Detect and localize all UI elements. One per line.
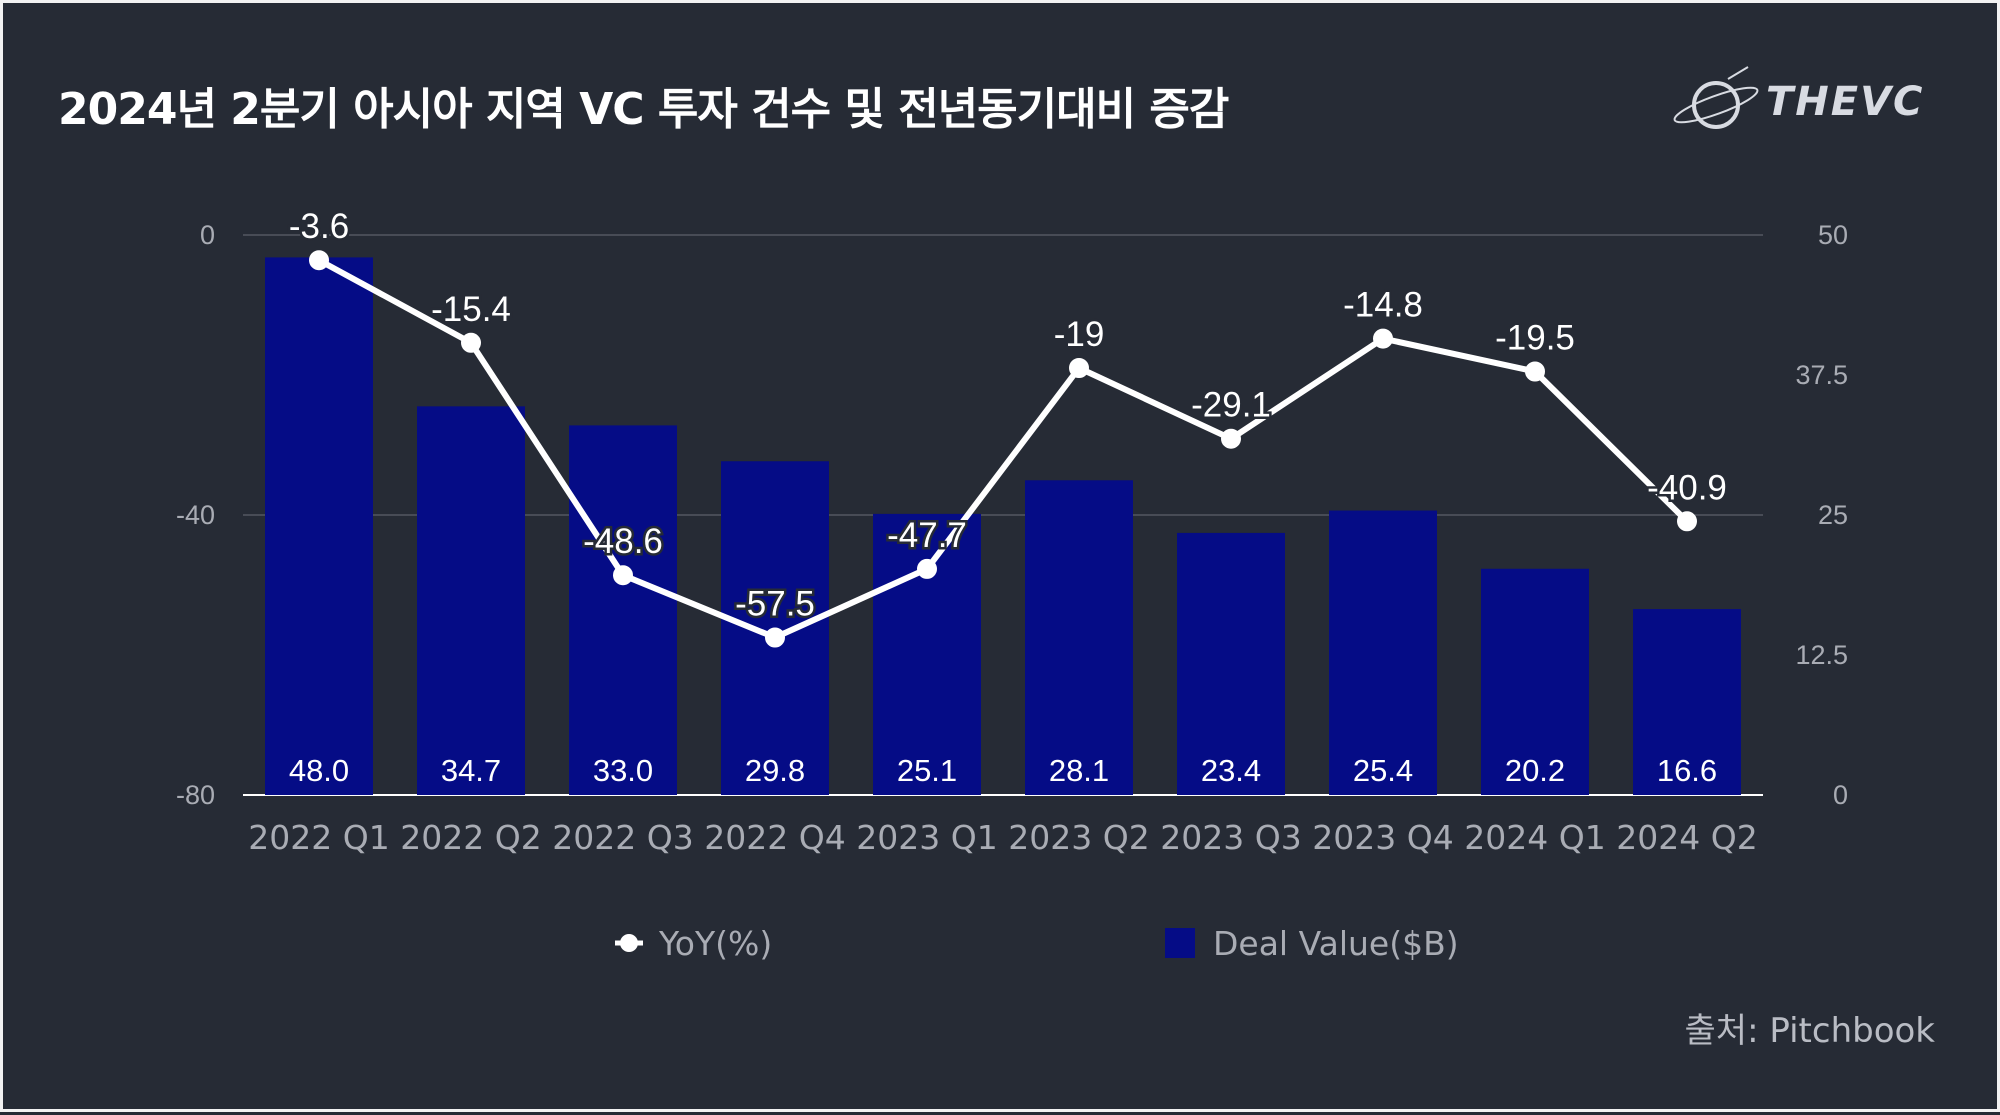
x-tick-label: 2022 Q4 xyxy=(704,818,845,857)
x-tick-label: 2022 Q1 xyxy=(248,818,389,857)
yoy-line xyxy=(317,257,1690,641)
left-tick-label: -40 xyxy=(176,500,215,530)
source-note: 출처: Pitchbook xyxy=(1684,1011,1935,1051)
orbit-logo-icon xyxy=(1673,66,1759,129)
bar-value-label: 34.7 xyxy=(441,753,501,788)
bar-2024-q1 xyxy=(1481,568,1589,795)
bar-value-label: 48.0 xyxy=(289,753,349,788)
yoy-point xyxy=(1525,361,1545,382)
yoy-value-label: -40.9 xyxy=(1647,468,1727,507)
yoy-point xyxy=(309,250,329,271)
yoy-point xyxy=(1373,328,1393,349)
yoy-point xyxy=(1069,358,1089,378)
thevc-logo: THEVC xyxy=(1668,63,1958,143)
legend-bar-swatch xyxy=(1165,928,1195,958)
yoy-value-label: -3.6 xyxy=(289,207,349,246)
right-tick-label: 50 xyxy=(1818,220,1848,250)
bar-value-label: 20.2 xyxy=(1505,753,1565,788)
right-tick-label: 37.5 xyxy=(1795,360,1848,390)
x-tick-label: 2023 Q2 xyxy=(1008,818,1149,857)
yoy-point xyxy=(765,627,785,648)
yoy-value-label: -48.6 xyxy=(583,522,663,561)
yoy-point xyxy=(1677,511,1697,532)
yoy-point xyxy=(1221,428,1241,449)
yoy-value-label: -57.5 xyxy=(735,585,815,624)
bar-2023-q4 xyxy=(1329,510,1437,795)
x-tick-label: 2024 Q2 xyxy=(1616,818,1757,857)
right-tick-label: 12.5 xyxy=(1795,640,1848,670)
x-tick-label: 2023 Q1 xyxy=(856,818,997,857)
yoy-value-label: -29.1 xyxy=(1191,386,1271,425)
yoy-point xyxy=(461,332,481,353)
right-tick-label: 0 xyxy=(1833,780,1848,810)
bar-2022-q3 xyxy=(569,425,677,795)
bar-value-label: 16.6 xyxy=(1657,753,1717,788)
legend-label-yoy: YoY(%) xyxy=(658,924,772,963)
bar-2023-q2 xyxy=(1025,480,1133,795)
yoy-value-label: -15.4 xyxy=(431,290,511,329)
x-tick-label: 2022 Q3 xyxy=(552,818,693,857)
bar-value-label: 28.1 xyxy=(1049,753,1109,788)
legend-line-marker xyxy=(620,934,638,952)
x-tick-label: 2022 Q2 xyxy=(400,818,541,857)
yoy-value-label: -47.7 xyxy=(887,516,967,555)
bar-2022-q1 xyxy=(265,257,373,795)
chart-svg: 48.0 34.7 33.0 29.8 25.1 28.1 23.4 25.4 20.2 16.6… xyxy=(176,205,1848,963)
yoy-point xyxy=(917,558,937,579)
yoy-value-label: -19.5 xyxy=(1495,319,1575,358)
bar-value-label: 25.4 xyxy=(1353,753,1413,788)
bar-2024-q2 xyxy=(1633,609,1741,795)
x-tick-label: 2023 Q3 xyxy=(1160,818,1301,857)
bar-2022-q2 xyxy=(417,406,525,795)
bar-value-label: 29.8 xyxy=(745,753,805,788)
yoy-point xyxy=(613,565,633,586)
x-tick-label: 2023 Q4 xyxy=(1312,818,1453,857)
legend-label-deal-value: Deal Value($B) xyxy=(1213,924,1459,963)
left-tick-label: 0 xyxy=(200,220,215,250)
bar-2023-q3 xyxy=(1177,532,1285,795)
line-series: -3.6 -15.4 -48.6 -57.5 -47.7 -19 -29.1 -14.8 -19… xyxy=(286,205,1729,648)
right-tick-label: 25 xyxy=(1818,500,1848,530)
axes: 0 -40 -80 50 37.5 25 12.5 0 2022 Q1 2022 Q2 2022 Q… xyxy=(176,220,1848,857)
bar-value-label: 23.4 xyxy=(1201,753,1261,788)
yoy-value-label: -14.8 xyxy=(1343,286,1423,325)
bar-value-label: 33.0 xyxy=(593,753,653,788)
legend: YoY(%) Deal Value($B) xyxy=(615,924,1459,963)
logo-wordmark: THEVC xyxy=(1766,79,1925,125)
bar-value-label: 25.1 xyxy=(897,753,957,788)
x-tick-label: 2024 Q1 xyxy=(1464,818,1605,857)
chart-title: 2024년 2분기 아시아 지역 VC 투자 건수 및 전년동기대비 증감 xyxy=(58,84,1229,135)
yoy-value-label: -19 xyxy=(1054,315,1105,354)
left-tick-label: -80 xyxy=(176,780,215,810)
